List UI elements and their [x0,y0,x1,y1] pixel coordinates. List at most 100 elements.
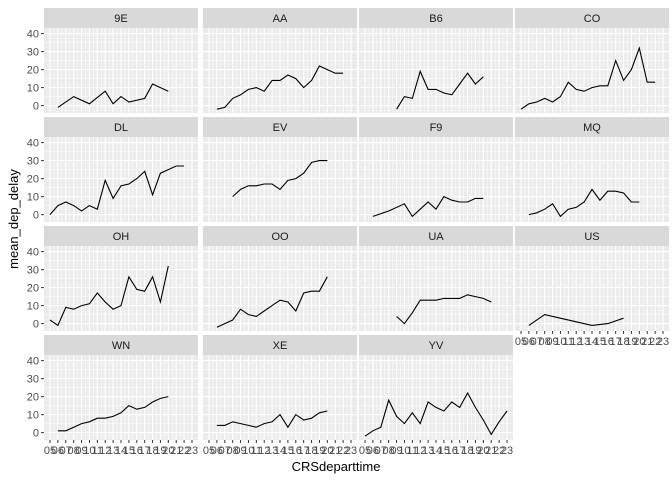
x-tick-label: 17 [139,445,151,457]
series-line-wn [57,396,169,432]
series-line-aa [216,65,344,110]
facet-strip [44,335,198,355]
facet-label: 9E [114,13,127,25]
x-axis-title: CRSdeparttime [292,459,381,474]
x-tick-label: 18 [146,445,158,457]
x-tick-label: 14 [274,445,286,457]
x-tick-label: 11 [563,336,574,348]
x-tick-label: 14 [586,336,598,348]
facet-panel-co: CO [515,8,669,113]
series-line-co [520,46,656,110]
x-tick-label: 09 [75,445,87,457]
x-tick-label: 09 [546,336,558,348]
x-tick-label: 06 [52,445,64,457]
x-tick-label: 05 [359,445,371,457]
x-tick-label: 21 [641,336,653,348]
x-tick-label: 14 [115,445,127,457]
x-tick-label: 23 [501,445,513,457]
series-line-9e [57,83,169,108]
series-line-b6 [396,69,484,110]
x-tick-label: 08 [383,445,395,457]
facet-strip [515,117,669,137]
x-tick-label: 09 [234,445,246,457]
facet-label: B6 [429,13,442,25]
series-line-ua [396,294,492,325]
x-tick-label: 09 [390,445,402,457]
x-tick-label: 21 [485,445,497,457]
x-tick-label: 15 [594,336,606,348]
series-line-oo [216,276,328,328]
x-tick-label: 19 [313,445,325,457]
facet-label: MQ [583,122,601,134]
facet-panel-b6: B6 [359,8,513,113]
x-tick-label: 15 [438,445,450,457]
facet-label: UA [428,231,444,243]
y-tick-label: 30 [27,265,39,277]
facet-strip [44,117,198,137]
x-tick-label: 11 [251,445,262,457]
facet-strip [359,117,513,137]
x-tick-label: 18 [617,336,629,348]
x-tick-label: 08 [68,445,80,457]
y-axis-title: mean_dep_delay [6,169,21,269]
x-tick-label: 17 [454,445,466,457]
x-tick-label: 12 [258,445,270,457]
y-tick-label: 0 [33,428,39,440]
series-line-us [528,314,624,326]
x-tick-label: 19 [154,445,166,457]
y-tick-label: 20 [27,283,39,295]
x-tick-label: 06 [523,336,535,348]
series-line-mq [528,188,640,218]
facet-label: F9 [430,122,443,134]
y-tick-label: 10 [27,83,39,95]
x-tick-label: 20 [477,445,489,457]
x-tick-label: 20 [162,445,174,457]
facet-panel-ua: UA [359,226,513,331]
x-tick-label: 07 [60,445,72,457]
y-tick-label: 0 [33,101,39,113]
x-tick-label: 10 [242,445,254,457]
facet-panel-wn: WN01020304005060708091011121314151617181… [27,335,198,457]
series-line-yv [364,391,508,437]
x-tick-label: 06 [211,445,223,457]
facet-strip [203,335,357,355]
x-tick-label: 23 [345,445,357,457]
facet-panel-aa: AA [203,8,357,113]
facet-strip [359,8,513,28]
x-tick-label: 10 [398,445,410,457]
facet-label: EV [273,122,288,134]
x-tick-label: 17 [610,336,622,348]
facet-strip [203,226,357,246]
x-tick-label: 06 [367,445,379,457]
x-tick-label: 17 [298,445,310,457]
facet-strip [359,335,513,355]
facet-label: OO [271,231,289,243]
x-tick-label: 19 [469,445,481,457]
facet-panel-oo: OO [203,226,357,331]
facet-panel-mq: MQ [515,117,669,222]
series-line-oh [49,265,169,327]
x-tick-label: 05 [203,445,215,457]
x-tick-label: 12 [570,336,582,348]
x-tick-label: 23 [186,445,198,457]
y-tick-label: 30 [27,374,39,386]
y-tick-label: 30 [27,47,39,59]
x-tick-label: 16 [131,445,143,457]
facet-panel-f9: F9 [359,117,513,222]
x-tick-label: 20 [633,336,645,348]
facet-strip [515,8,669,28]
x-tick-label: 07 [219,445,231,457]
y-tick-label: 20 [27,392,39,404]
x-tick-label: 16 [602,336,614,348]
x-tick-label: 18 [305,445,317,457]
facet-label: AA [273,13,288,25]
x-tick-label: 16 [290,445,302,457]
x-tick-label: 11 [407,445,418,457]
facet-label: OH [113,231,130,243]
y-tick-label: 0 [33,210,39,222]
y-tick-label: 20 [27,174,39,186]
facet-strip [203,117,357,137]
x-tick-label: 12 [414,445,426,457]
